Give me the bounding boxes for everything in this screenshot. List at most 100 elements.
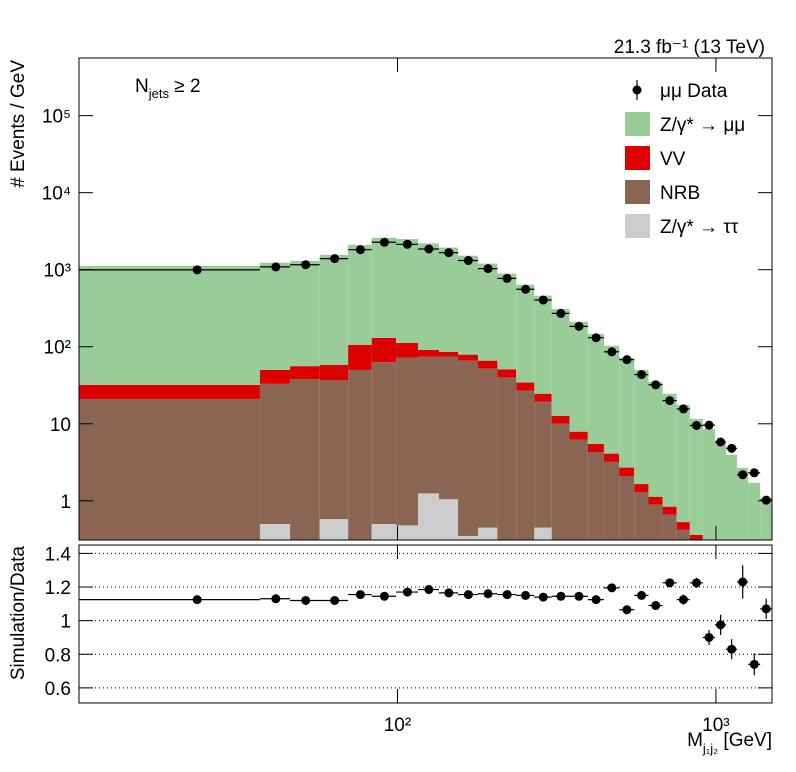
stack-bar (371, 524, 397, 540)
stack-bar (689, 534, 703, 540)
stack-bar (497, 377, 517, 540)
stack-bar (438, 247, 459, 352)
legend: μμ Data Z/γ* → μμ VV NRB Z/γ* → ττ (625, 80, 745, 238)
stack-bar (587, 452, 604, 540)
data-point (704, 420, 714, 430)
stack-bar (516, 382, 535, 391)
data-point (556, 308, 566, 318)
ratio-point (749, 659, 759, 669)
stack-bar (79, 384, 260, 399)
stack-bar (396, 342, 418, 358)
x-tick-label: 10³ (702, 715, 729, 736)
data-point (463, 256, 473, 266)
stack-bar (634, 484, 649, 493)
data-point (192, 265, 202, 275)
annotation-sub: jets (148, 86, 170, 101)
annotation-suffix: ≥ 2 (169, 76, 201, 97)
ratio-point (738, 577, 748, 587)
data-point (444, 248, 454, 258)
stack-bar (458, 535, 478, 540)
ratio-point (637, 590, 647, 600)
y-tick-label: 1 (60, 612, 71, 633)
ratio-point (607, 583, 617, 593)
stack-bar (748, 482, 761, 540)
x-title-sub: j₁j₂ (702, 741, 718, 756)
stack-bar (569, 439, 588, 540)
annotation: Njets ≥ 2 (135, 76, 201, 101)
data-point (379, 237, 389, 247)
ratio-point (692, 578, 702, 588)
stack-bar (619, 467, 635, 476)
stack-bar (371, 337, 397, 363)
data-point (716, 437, 726, 447)
stack-bar (348, 344, 372, 370)
stack-bar (348, 369, 372, 540)
stack-bar (676, 404, 690, 523)
ratio-point (271, 594, 281, 604)
stack-bar (587, 443, 604, 453)
stack-bar (619, 475, 635, 540)
stack-bar (477, 360, 498, 369)
ratio-point (665, 578, 675, 588)
data-point (637, 370, 647, 380)
stack-bar (689, 418, 703, 535)
stack-bar (438, 499, 459, 540)
data-point (521, 284, 531, 294)
stack-bar (603, 453, 620, 462)
legend-marker (632, 85, 642, 95)
legend-label: Z/γ* → μμ (660, 115, 745, 136)
y-tick-label: 10 (50, 415, 71, 436)
stack-bar (319, 364, 349, 381)
stack-bar (396, 239, 418, 343)
y-tick-label: 10⁵ (42, 107, 71, 128)
ratio-point (463, 590, 473, 600)
legend-label: μμ Data (660, 81, 728, 102)
legend-label: VV (660, 149, 686, 170)
x-title-main: M (687, 730, 703, 751)
data-point (678, 404, 688, 414)
stack-bar (676, 529, 690, 540)
ratio-point (574, 591, 584, 601)
y-tick-label: 0.6 (45, 679, 71, 700)
data-point (591, 333, 601, 343)
stack-bar (516, 390, 535, 540)
stack-bar (534, 393, 552, 402)
stack (79, 237, 772, 540)
data-point (538, 295, 548, 305)
stack-bar (417, 493, 439, 540)
stack-bar (648, 381, 663, 497)
data-point (402, 239, 412, 249)
stack-bar (417, 349, 439, 357)
ratio-point (192, 595, 202, 605)
stack-bar (319, 519, 349, 540)
stack-bar (648, 496, 663, 505)
data-point (424, 244, 434, 254)
stack-bar (458, 360, 478, 536)
data-point (502, 273, 512, 283)
y-tick-label: 1.4 (45, 544, 72, 565)
data-point (607, 347, 617, 357)
plot-frame (78, 544, 773, 704)
ratio-point (330, 595, 340, 605)
stack-bar (417, 356, 439, 494)
data-point (761, 495, 771, 505)
stack-bar (676, 522, 690, 530)
ratio-point (716, 620, 726, 630)
data-point (483, 264, 493, 274)
stack-bar (497, 273, 517, 370)
stack-bar (634, 492, 649, 540)
ratio-point (502, 590, 512, 600)
legend-swatch (625, 146, 650, 170)
ratio-point (301, 595, 311, 605)
ratio-point (538, 592, 548, 602)
stack-bar (319, 254, 349, 365)
stack-bar (634, 369, 649, 485)
ratio-point (727, 644, 737, 654)
data-point (622, 355, 632, 365)
ratio-point (444, 588, 454, 598)
stack-bar (619, 357, 635, 468)
data-point (301, 260, 311, 270)
ratio-point (556, 591, 566, 601)
stack-bar (551, 423, 570, 540)
data-point (727, 443, 737, 453)
